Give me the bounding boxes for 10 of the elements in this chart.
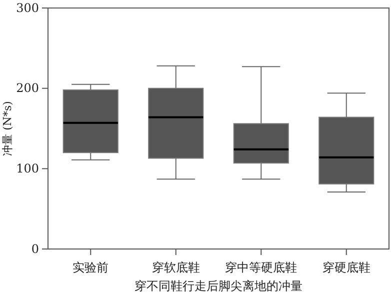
y-tick-label: 0: [31, 242, 39, 256]
x-tick-label: 实验前: [72, 260, 109, 275]
x-tick-label: 穿硬底鞋: [322, 260, 370, 275]
y-tick-label: 100: [16, 162, 39, 176]
x-tick-label: 穿中等硬底鞋: [225, 260, 298, 275]
y-axis-title: 冲量 (N*s): [1, 101, 14, 156]
x-axis-title: 穿不同鞋行走后脚尖离地的冲量: [134, 279, 302, 293]
y-tick-label: 300: [16, 0, 39, 15]
y-tick-label: 200: [16, 81, 39, 96]
x-tick-label: 穿软底鞋: [152, 260, 200, 275]
